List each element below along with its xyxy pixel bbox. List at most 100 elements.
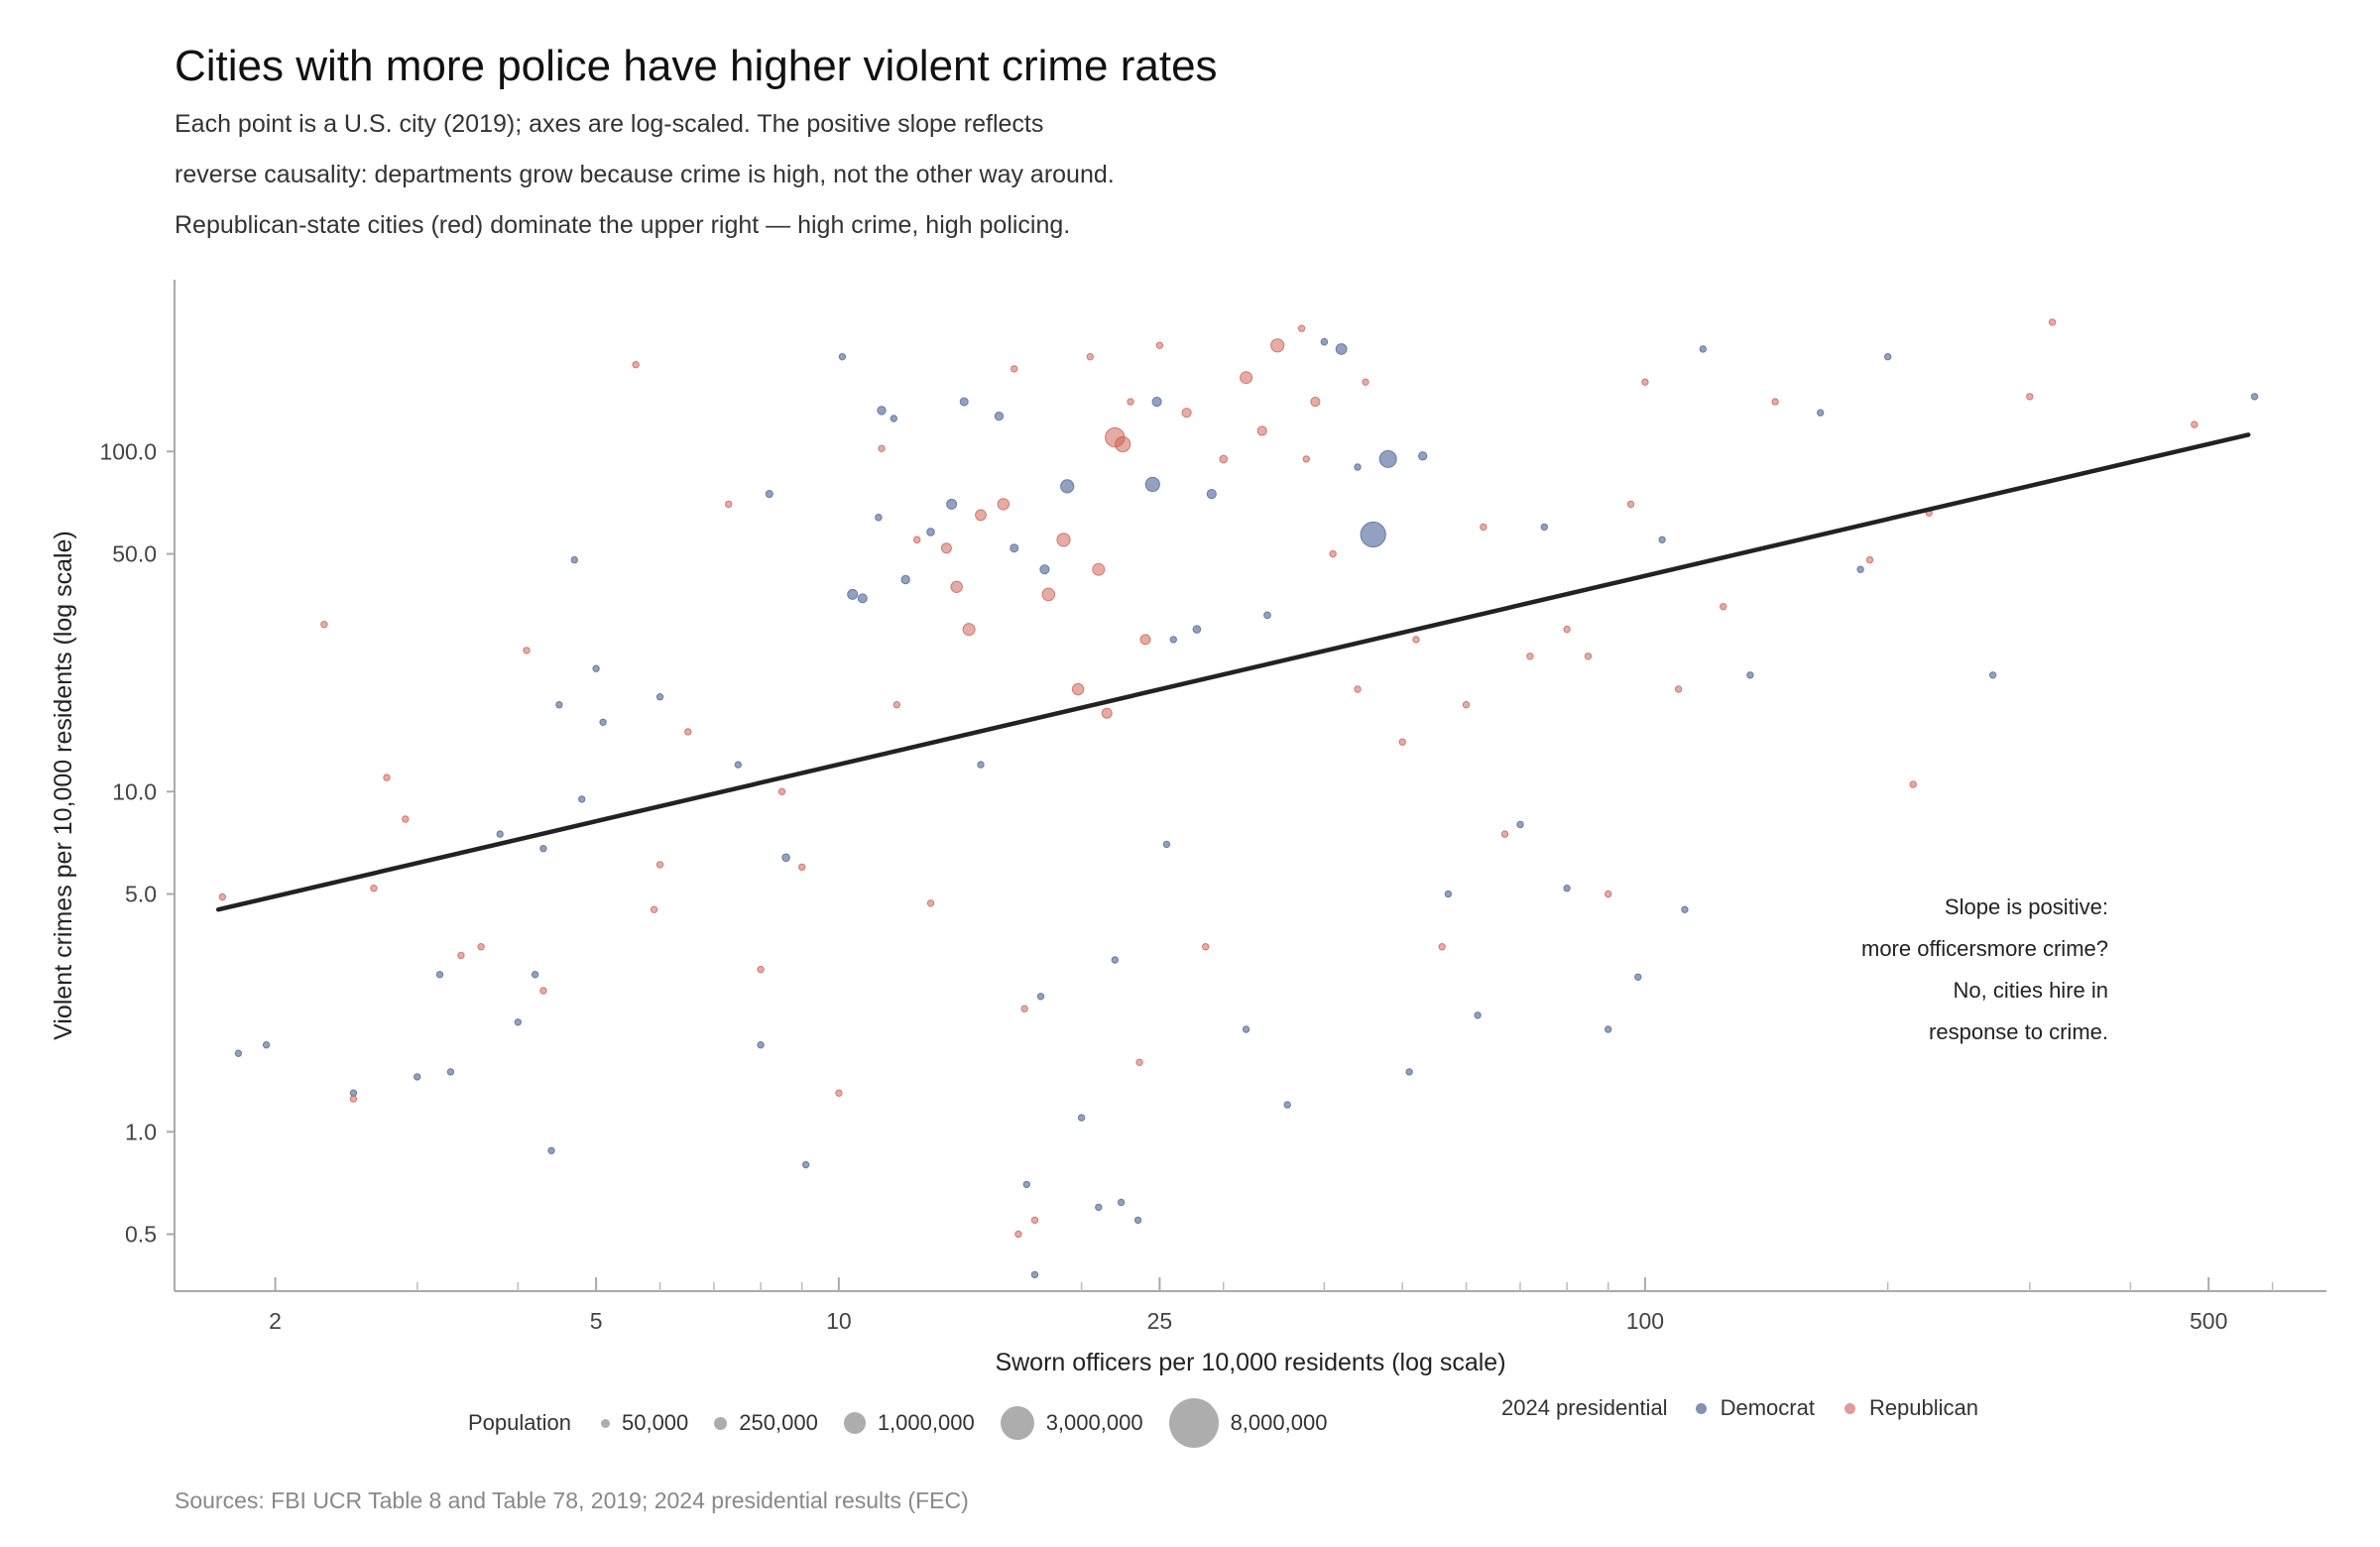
republican-city-point	[835, 1089, 843, 1097]
source-note: Sources: FBI UCR Table 8 and Table 78, 2…	[175, 1488, 969, 1513]
subtitle-line-1: Each point is a U.S. city (2019); axes a…	[175, 110, 1044, 138]
democrat-city-point	[1418, 451, 1428, 461]
x-tick-label: 500	[2190, 1308, 2227, 1334]
democrat-city-point	[435, 971, 444, 979]
republican-city-point	[655, 861, 664, 869]
party-legend-title: 2024 presidential	[1501, 1395, 1668, 1420]
democrat-city-point	[857, 593, 868, 604]
democrat-city-point	[1988, 671, 1997, 679]
republican-city-point	[218, 892, 227, 901]
size-legend-item: 250,000	[714, 1410, 818, 1436]
y-tick-label: 5.0	[125, 882, 157, 907]
annotation-line-1: Slope is positive:	[1945, 894, 2108, 919]
democrat-city-point	[1117, 1198, 1126, 1207]
republican-city-point	[1139, 634, 1151, 646]
republican-city-point	[1771, 398, 1779, 406]
x-tick-label: 10	[826, 1308, 852, 1334]
democrat-city-point	[1444, 890, 1453, 898]
republican-city-point	[950, 580, 963, 593]
x-tick-label: 2	[269, 1308, 282, 1334]
democrat-city-point	[1242, 1025, 1250, 1033]
size-dot-8m	[1168, 1398, 1219, 1448]
republican-city-point	[370, 885, 378, 892]
democrat-city-point	[446, 1068, 455, 1076]
republican-city-point	[1584, 653, 1593, 660]
republican-city-point	[1101, 707, 1113, 719]
democrat-city-point	[1283, 1101, 1291, 1109]
size-legend-item: 3,000,000	[1000, 1406, 1143, 1440]
republican-city-point	[1014, 1230, 1022, 1239]
axes	[174, 280, 2326, 1292]
democrat-city-point	[555, 701, 563, 709]
democrat-city-point	[781, 853, 790, 863]
trend-line	[215, 432, 2251, 912]
size-dot-3m	[1000, 1406, 1034, 1440]
democrat-city-point	[801, 1160, 810, 1169]
democrat-city-point	[1360, 521, 1386, 548]
democrat-city-point	[1405, 1068, 1413, 1076]
republican-city-point	[523, 647, 531, 654]
democrat-city-point	[1169, 636, 1178, 644]
democrat-city-point	[234, 1049, 243, 1057]
republican-city-point	[1438, 943, 1446, 951]
x-tick-label: 100	[1626, 1308, 1664, 1334]
republican-city-point	[1127, 398, 1134, 406]
democrat-city-point	[1077, 1114, 1086, 1122]
x-tick-label: 25	[1147, 1308, 1173, 1334]
democrat-city-point	[1699, 345, 1708, 353]
slope-annotation: Slope is positive: more officersmore cri…	[1861, 894, 2108, 1044]
republican-city-point	[1071, 682, 1085, 696]
democrat-city-point	[900, 574, 910, 585]
chart-title: Cities with more police have higher viol…	[175, 42, 1218, 90]
democrat-city-point	[514, 1018, 522, 1026]
democrat-city-point	[1192, 625, 1202, 634]
democrat-city-point	[1010, 543, 1019, 553]
democrat-city-point	[1354, 463, 1362, 471]
democrat-city-point	[1378, 449, 1397, 468]
democrat-city-point	[838, 353, 847, 361]
republican-city-point	[725, 500, 733, 509]
republican-city-point	[1641, 378, 1649, 386]
republican-city-point	[539, 987, 547, 995]
republican-city-point	[1219, 454, 1229, 464]
democrat-city-point	[414, 1073, 421, 1081]
size-label: 3,000,000	[1045, 1410, 1143, 1435]
democrat-city-point	[1039, 564, 1050, 575]
republican-city-point	[1011, 365, 1018, 373]
democrat-city-point	[1681, 905, 1689, 913]
democrat-city-point	[578, 795, 586, 803]
democrat-city-point	[1320, 337, 1329, 346]
republican-city-point	[383, 774, 391, 781]
republican-city-point	[650, 905, 658, 913]
democrat-city-point	[1022, 1180, 1031, 1189]
size-label: 50,000	[621, 1410, 689, 1435]
republican-city-point	[940, 542, 952, 554]
republican-city-point	[457, 951, 465, 960]
republican-city-point	[1041, 587, 1056, 602]
democrat-city-point	[592, 664, 600, 672]
republican-city-point	[798, 863, 806, 872]
democrat-city-point	[1095, 1203, 1103, 1212]
republican-city-point	[1605, 890, 1612, 898]
democrat-city-point	[1030, 1270, 1039, 1279]
democrat-city-point	[946, 498, 958, 510]
republican-city-point	[1115, 435, 1131, 453]
republican-city-point	[1354, 685, 1362, 693]
chart-subtitle: Each point is a U.S. city (2019); axes a…	[175, 99, 1563, 251]
party-legend-democrat: Democrat	[1695, 1395, 1815, 1421]
republican-city-point	[1563, 625, 1571, 634]
democrat-city-point	[926, 528, 935, 536]
y-tick-label: 100.0	[99, 438, 157, 464]
subtitle-line-2: reverse causality: departments grow beca…	[175, 161, 1115, 188]
democrat-city-point	[539, 845, 547, 853]
republican-city-point	[1500, 830, 1509, 838]
democrat-city-point	[547, 1146, 555, 1155]
population-legend-title: Population	[468, 1410, 571, 1435]
republican-city-point	[1398, 738, 1406, 746]
republican-city-point	[1297, 324, 1306, 332]
democrat-city-point	[1335, 343, 1348, 355]
democrat-city-point	[757, 1041, 765, 1049]
y-tick-label: 50.0	[112, 541, 157, 567]
republican-city-point	[1720, 603, 1727, 611]
